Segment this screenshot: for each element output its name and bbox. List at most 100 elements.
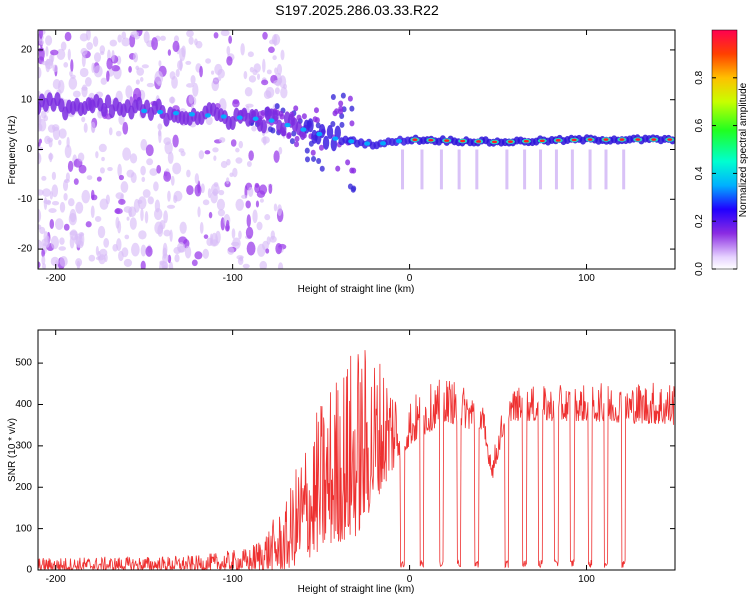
spectral-noise (270, 230, 275, 240)
spectral-peak (428, 138, 434, 142)
colorbar-label: Normalized spectral amplitude (738, 82, 749, 217)
spectral-core (395, 138, 402, 144)
spectral-noise (59, 201, 66, 213)
spectral-noise (59, 255, 68, 267)
spectral-branch (345, 159, 351, 166)
spectral-noise (128, 65, 132, 73)
spectral-noise (38, 189, 44, 196)
spectral-noise (131, 242, 140, 257)
spectral-noise (130, 31, 140, 38)
x-tick-label: -100 (223, 574, 243, 585)
spectral-noise (128, 34, 136, 48)
spectral-streak (475, 149, 479, 190)
spectral-streak (622, 149, 626, 190)
spectral-noise (272, 55, 277, 61)
spectral-noise (91, 62, 95, 74)
spectral-peak (555, 139, 561, 142)
spectral-branch (311, 155, 317, 162)
spectral-noise (122, 147, 132, 161)
spectral-noise (38, 152, 42, 165)
spectral-noise (86, 42, 93, 51)
spectral-noise (266, 69, 272, 75)
spectral-ridge (104, 94, 112, 109)
spectral-noise (231, 228, 236, 239)
snr-plot-area (38, 330, 675, 570)
spectral-noise (44, 58, 54, 70)
spectral-core (268, 118, 275, 123)
spectral-noise (210, 183, 220, 195)
spectral-ridge (100, 102, 108, 117)
spectral-noise (180, 151, 186, 157)
spectral-noise (51, 124, 60, 132)
spectrogram-plot-area (38, 30, 675, 269)
spectral-noise (244, 87, 253, 97)
spectral-noise (69, 229, 78, 241)
spectral-noise (95, 151, 99, 159)
spectral-noise (163, 229, 171, 237)
spectral-noise (268, 183, 273, 195)
spectral-noise (38, 146, 44, 152)
spectral-noise (167, 190, 171, 202)
spectral-noise (50, 256, 60, 267)
spectral-noise (60, 41, 67, 51)
spectral-noise (262, 58, 266, 73)
spectral-noise (81, 84, 88, 98)
x-tick-label: 0 (407, 574, 413, 585)
spectral-noise (153, 208, 163, 221)
spectral-noise (273, 203, 278, 212)
spectral-noise (252, 209, 258, 224)
spectral-noise (197, 180, 201, 194)
spectral-noise (276, 63, 283, 76)
spectral-noise (108, 127, 113, 136)
spectral-peak (523, 139, 529, 143)
spectral-noise (262, 31, 268, 40)
spectral-noise (41, 175, 47, 181)
spectral-noise (58, 139, 62, 146)
spectral-noise (51, 171, 57, 181)
spectral-noise (243, 71, 248, 80)
x-tick-label: 100 (578, 574, 595, 585)
spectral-noise (41, 249, 46, 258)
spectral-peak (587, 138, 593, 141)
spectral-branch (338, 108, 344, 115)
spectral-noise (99, 167, 105, 174)
spectral-streak (570, 149, 574, 190)
spectral-noise (188, 36, 194, 45)
spectral-noise (261, 136, 270, 144)
spectral-noise (93, 52, 102, 63)
spectral-noise (245, 103, 254, 108)
spectral-noise (204, 150, 211, 155)
spectral-noise (266, 236, 271, 245)
spectral-noise (280, 49, 285, 61)
spectral-noise (146, 82, 155, 88)
spectral-noise (238, 230, 242, 240)
spectral-noise (198, 150, 205, 160)
spectral-branch (349, 120, 355, 127)
spectral-noise (69, 70, 73, 77)
spectral-noise (186, 30, 194, 38)
spectral-noise (227, 246, 235, 255)
spectral-branch (318, 144, 324, 151)
spectral-noise (163, 210, 168, 224)
spectral-noise (67, 48, 71, 61)
spectral-noise (239, 256, 244, 262)
spectral-noise (160, 35, 166, 41)
spectral-noise (240, 43, 245, 56)
spectral-noise (162, 253, 169, 263)
spectral-branch (279, 113, 285, 120)
spectral-branch (335, 165, 341, 172)
spectral-noise (65, 172, 71, 182)
spectral-noise (88, 254, 96, 262)
spectral-noise (210, 70, 215, 75)
spectral-ridge (322, 135, 330, 150)
spectral-streak (523, 149, 527, 190)
spectral-noise (140, 165, 146, 176)
spectral-noise (259, 184, 268, 195)
spectral-noise (117, 163, 122, 178)
spectral-noise (162, 264, 167, 269)
spectral-noise (140, 244, 147, 257)
spectral-noise (232, 100, 240, 108)
spectral-noise (96, 176, 102, 182)
spectral-noise (220, 30, 230, 37)
spectral-noise (43, 199, 52, 205)
